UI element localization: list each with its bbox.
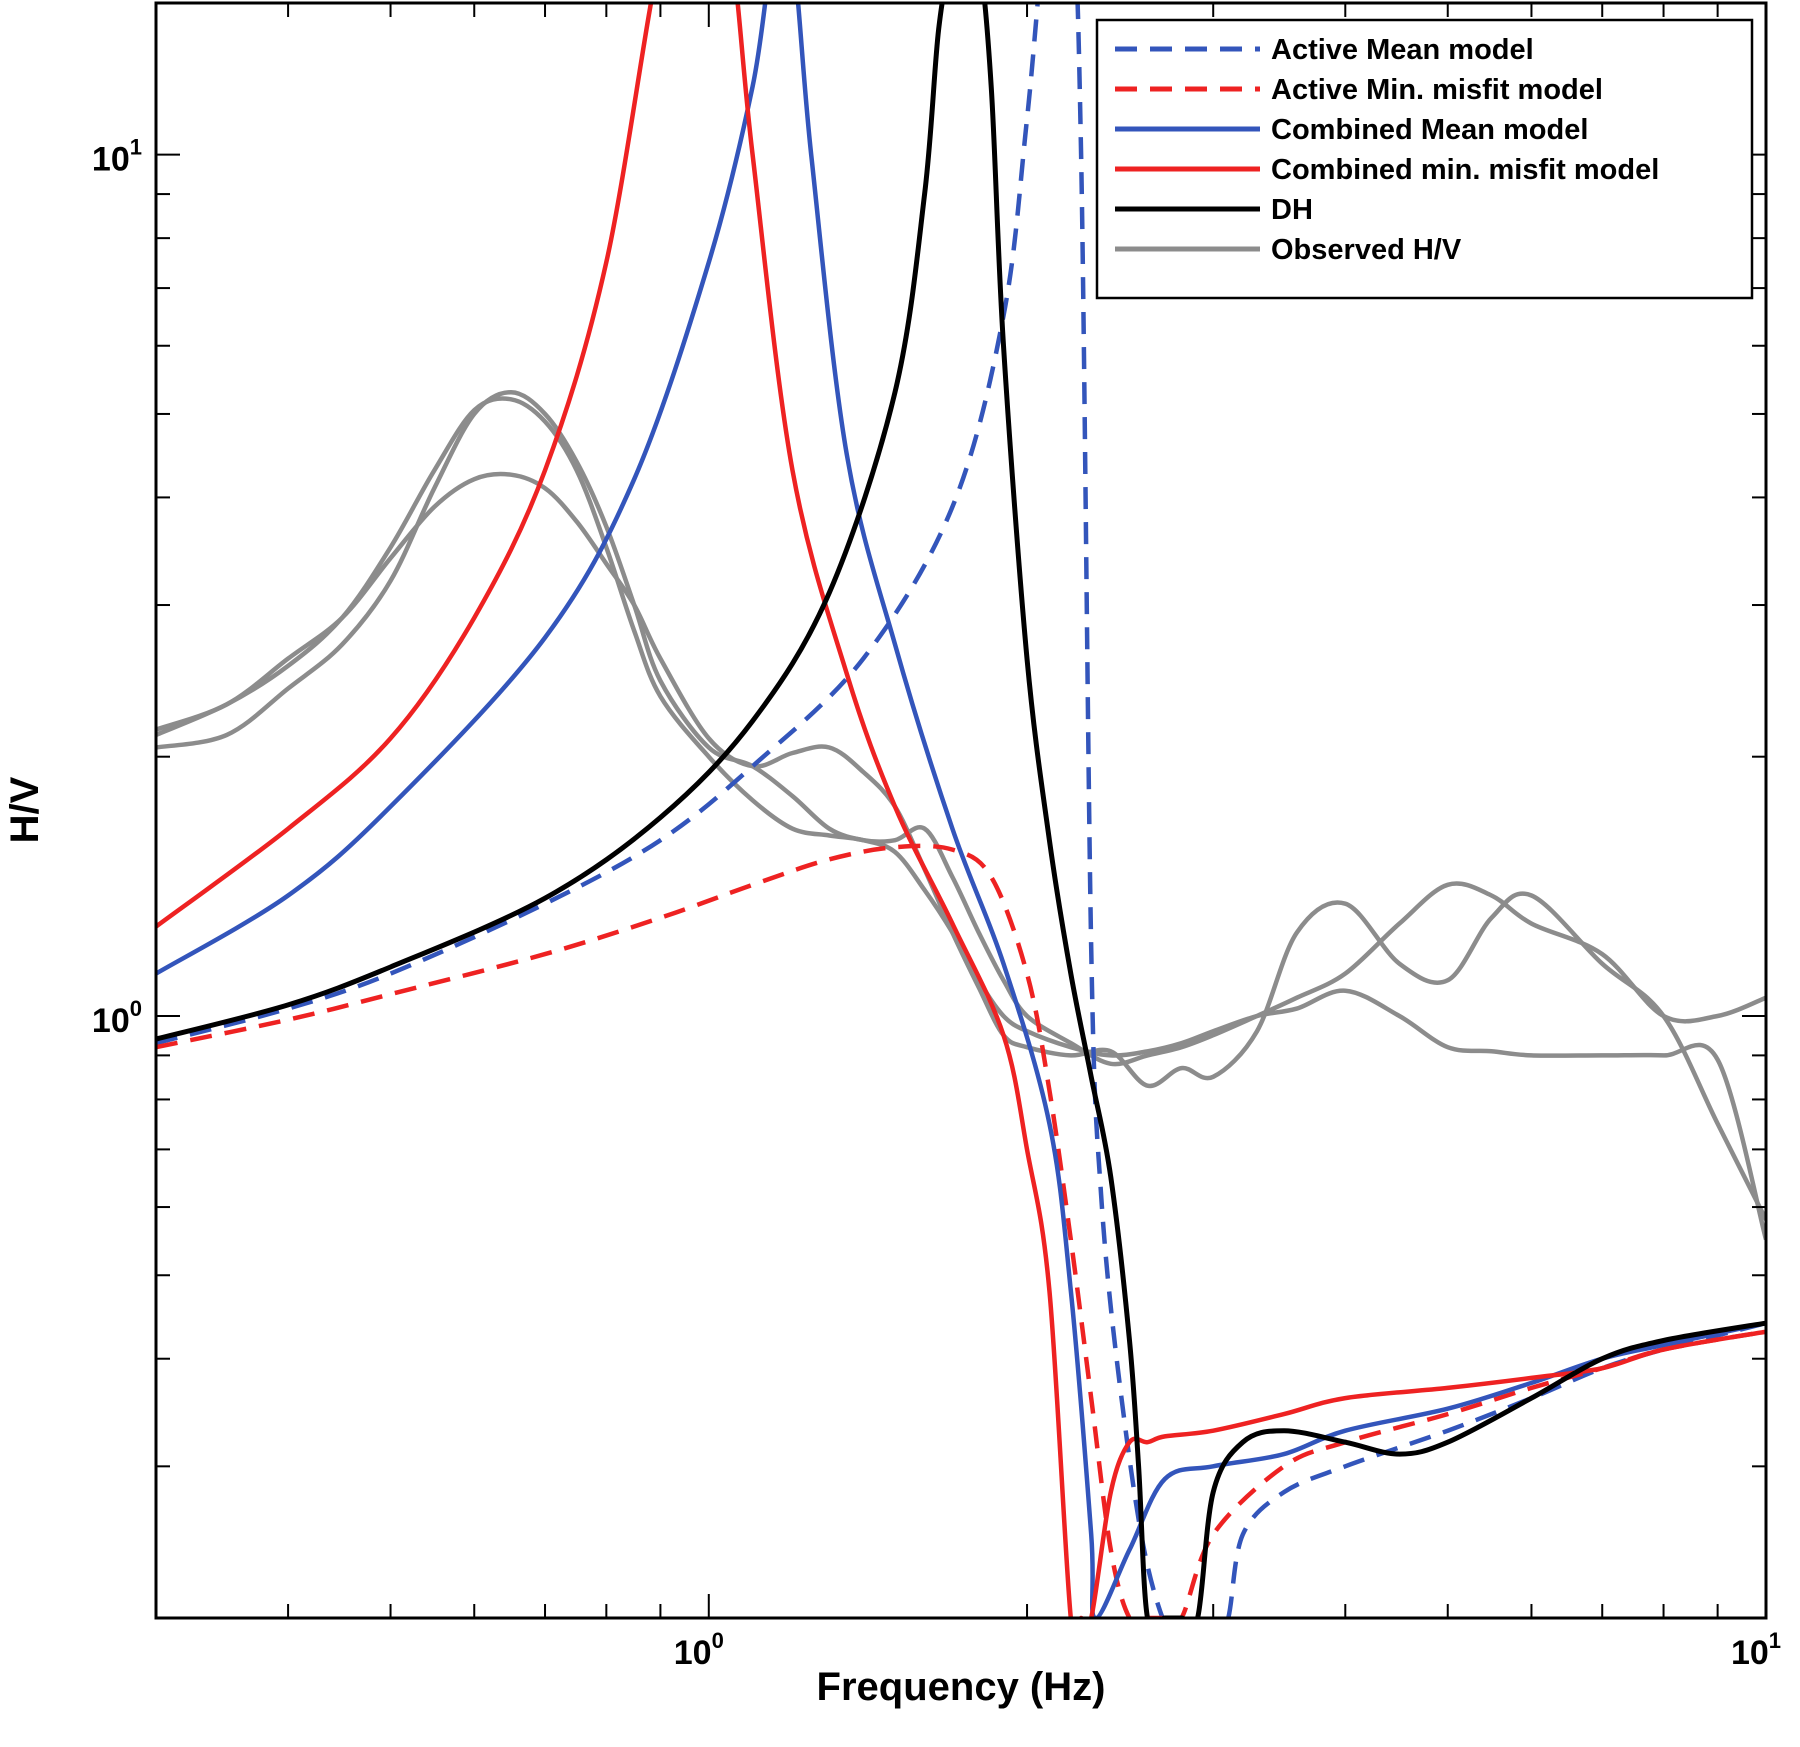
tick-labels: 100 101 100 101 — [92, 135, 1781, 1672]
series-line-active-min-misfit-model — [156, 843, 1766, 1618]
x-tick-label: 101 — [1731, 1628, 1781, 1672]
series-layer — [156, 3, 1766, 1618]
legend-label-observed-h-v: Observed H/V — [1271, 234, 1462, 266]
series-line-dh — [156, 3, 1766, 1618]
x-tick-label: 100 — [674, 1628, 724, 1672]
legend-label-active-mean-model: Active Mean model — [1271, 34, 1534, 66]
legend-label-combined-min-misfit-model: Combined min. misfit model — [1271, 154, 1659, 186]
series-line-observed-h-v — [156, 396, 1766, 1241]
y-tick-label: 101 — [92, 135, 142, 179]
legend-box — [1095, 18, 1754, 300]
legend: Active Mean model Active Min. misfit mode… — [1095, 18, 1754, 300]
plot-frame — [154, 1, 1768, 1620]
y-tick-label: 100 — [92, 996, 142, 1040]
x-axis-label: Frequency (Hz) — [817, 1665, 1106, 1709]
series-line-observed-h-v — [156, 471, 1766, 1221]
y-axis-label: H/V — [3, 776, 47, 843]
series-line-active-mean-model — [156, 3, 1766, 1618]
series-line-combined-min-misfit-model — [156, 3, 1766, 1618]
legend-label-combined-mean-model: Combined Mean model — [1271, 114, 1588, 146]
axis-ticks — [155, 3, 1767, 1619]
legend-label-dh: DH — [1271, 194, 1313, 226]
series-line-observed-h-v — [156, 389, 1766, 1067]
legend-label-active-min-misfit-model: Active Min. misfit model — [1271, 74, 1603, 106]
series-line-combined-mean-model — [156, 3, 1766, 1618]
